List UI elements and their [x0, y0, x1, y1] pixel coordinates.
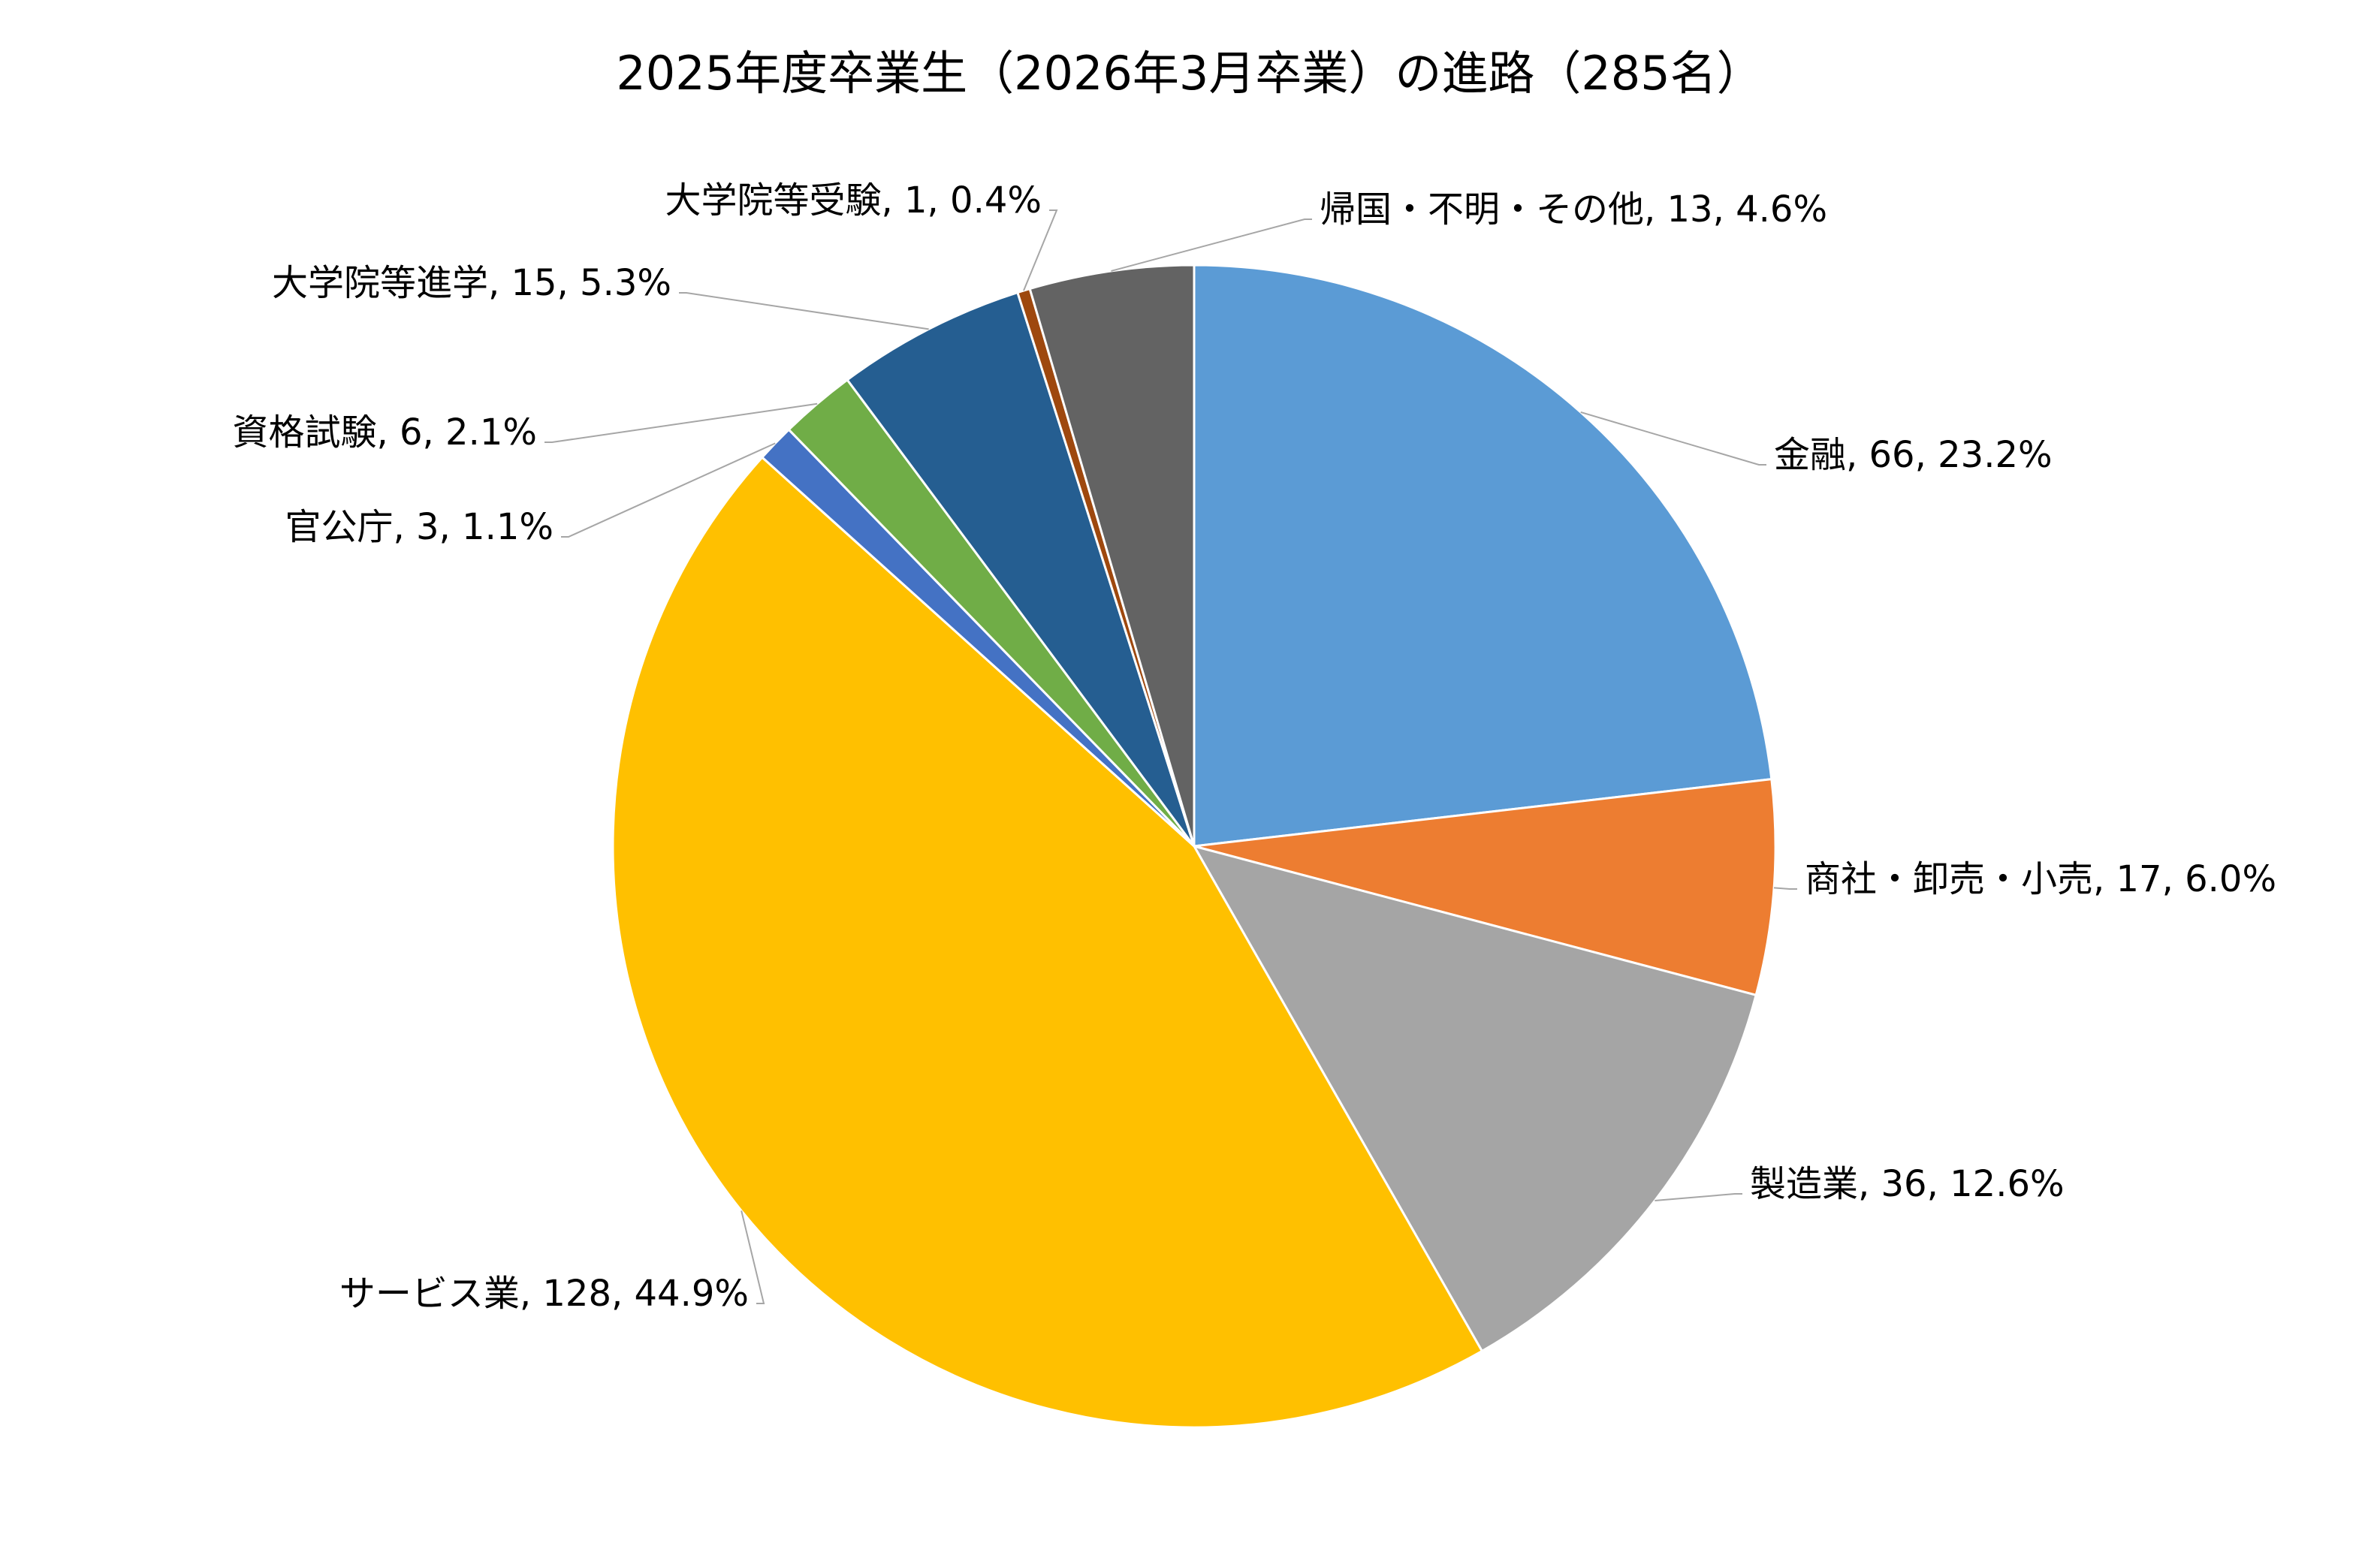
- pie-slice: [1193, 264, 1773, 848]
- data-label: 帰国・不明・その他, 13, 4.6%: [1320, 188, 1827, 231]
- data-label: 官公庁, 3, 1.1%: [285, 506, 554, 548]
- data-label: 資格試験, 6, 2.1%: [232, 411, 537, 454]
- leader-line: [1655, 1193, 1742, 1202]
- leader-line: [561, 442, 776, 538]
- pie-slice: [1028, 264, 1196, 847]
- leader-line: [544, 402, 818, 443]
- pie-slice: [1191, 844, 1758, 1353]
- leader-line: [1580, 411, 1766, 466]
- pie-slice: [1193, 777, 1777, 997]
- leader-line: [1111, 218, 1312, 272]
- chart-title: 2025年度卒業生（2026年3月卒業）の進路（285名）: [616, 46, 1763, 101]
- data-label: 金融, 66, 23.2%: [1774, 434, 2053, 476]
- pie-slice: [611, 455, 1484, 1429]
- data-label: 製造業, 36, 12.6%: [1750, 1163, 2065, 1205]
- leader-line: [1773, 887, 1797, 890]
- leader-line: [1023, 209, 1058, 291]
- data-label: 商社・卸売・小売, 17, 6.0%: [1805, 858, 2276, 900]
- leader-line: [679, 292, 929, 330]
- data-label: サービス業, 128, 44.9%: [339, 1273, 749, 1315]
- data-label: 大学院等受験, 1, 0.4%: [665, 179, 1042, 222]
- leader-line: [741, 1210, 765, 1304]
- data-label: 大学院等進学, 15, 5.3%: [272, 262, 671, 304]
